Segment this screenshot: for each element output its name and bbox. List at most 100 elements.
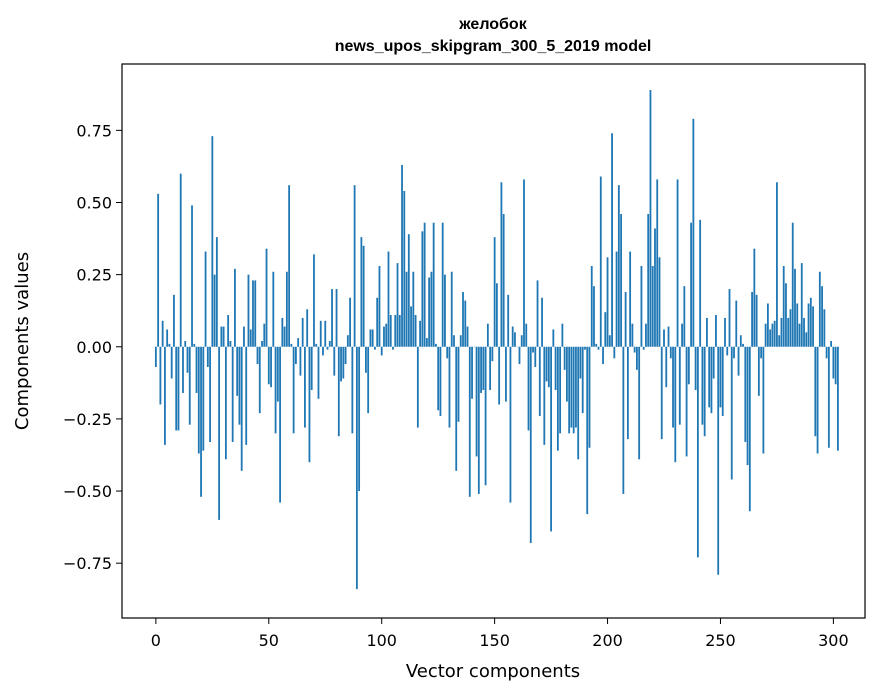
y-tick-label: 0.00 (76, 338, 112, 357)
bar-94 (367, 346, 370, 414)
chart-title: желобок (458, 16, 527, 33)
bar-78 (331, 289, 333, 347)
bar-24 (209, 346, 211, 442)
bar-223 (658, 257, 661, 347)
bar-147 (486, 323, 489, 347)
bar-271 (766, 303, 769, 347)
bar-82 (340, 346, 342, 382)
bar-266 (755, 294, 758, 347)
bar-33 (229, 341, 232, 347)
bar-184 (570, 346, 573, 428)
bar-32 (227, 315, 230, 347)
bar-221 (654, 228, 656, 347)
bar-268 (760, 346, 763, 359)
bar-67 (306, 309, 309, 347)
bar-257 (735, 300, 738, 347)
bar-134 (457, 346, 460, 422)
bar-296 (823, 309, 826, 347)
x-tick-label: 250 (705, 631, 736, 650)
bar-294 (818, 271, 821, 347)
bar-36 (236, 346, 239, 396)
bar-250 (719, 346, 722, 408)
bar-87 (351, 346, 354, 434)
bar-5 (166, 329, 169, 347)
bar-161 (518, 346, 521, 365)
bar-26 (213, 274, 216, 347)
bar-269 (762, 346, 765, 454)
bar-240 (696, 346, 699, 558)
bar-238 (692, 118, 695, 347)
bar-98 (376, 297, 379, 347)
bar-41 (247, 274, 250, 347)
bar-178 (556, 346, 559, 451)
bar-299 (830, 341, 833, 347)
bar-105 (392, 346, 394, 350)
bar-206 (620, 214, 622, 347)
bar-113 (410, 306, 412, 347)
bar-278 (782, 265, 785, 347)
bar-104 (389, 315, 392, 347)
bar-20 (200, 346, 202, 497)
bar-282 (791, 222, 794, 347)
bar-157 (509, 346, 512, 503)
bar-8 (173, 294, 175, 347)
bar-288 (805, 332, 808, 347)
bar-181 (563, 346, 566, 370)
bar-76 (326, 346, 329, 350)
bar-222 (656, 179, 659, 347)
bar-162 (520, 335, 523, 347)
bar-191 (586, 346, 589, 515)
bar-138 (466, 326, 469, 347)
bar-155 (505, 346, 507, 402)
bar-140 (471, 346, 473, 399)
bar-62 (294, 346, 297, 365)
bar-258 (737, 346, 740, 376)
bar-267 (757, 346, 760, 396)
bar-211 (631, 323, 634, 347)
bar-114 (412, 271, 415, 347)
bar-63 (297, 338, 300, 347)
bar-121 (428, 277, 431, 347)
bar-193 (590, 265, 593, 347)
bar-49 (265, 248, 268, 347)
bar-158 (511, 326, 514, 347)
bar-143 (477, 346, 480, 494)
bar-235 (685, 346, 688, 457)
bar-265 (753, 248, 756, 347)
bar-231 (676, 179, 679, 347)
bar-251 (721, 346, 724, 417)
bar-54 (276, 346, 279, 402)
bar-246 (710, 346, 713, 414)
x-tick-label: 50 (259, 631, 279, 650)
bar-298 (827, 346, 830, 448)
y-tick-label: −0.25 (63, 410, 112, 429)
bar-150 (493, 237, 496, 347)
bar-277 (780, 317, 783, 347)
bar-132 (453, 335, 455, 347)
bar-95 (369, 329, 372, 347)
bar-148 (489, 346, 492, 391)
x-tick-label: 100 (366, 631, 397, 650)
bar-68 (308, 346, 311, 463)
bar-176 (552, 329, 555, 347)
bar-291 (812, 306, 814, 347)
bar-219 (649, 89, 652, 347)
bar-93 (365, 346, 367, 373)
bar-3 (161, 320, 164, 347)
x-tick-label: 300 (818, 631, 849, 650)
bar-110 (403, 190, 406, 347)
bar-73 (319, 320, 322, 347)
bar-245 (708, 346, 711, 408)
plot-frame (121, 63, 866, 619)
bar-131 (450, 271, 453, 347)
bar-107 (396, 263, 399, 347)
bar-201 (608, 335, 611, 347)
bar-124 (435, 343, 437, 347)
bar-117 (419, 320, 422, 347)
bar-273 (771, 323, 774, 347)
bar-103 (387, 251, 390, 347)
bar-213 (636, 346, 638, 370)
bar-70 (313, 254, 315, 347)
bar-12 (182, 346, 184, 393)
bar-122 (430, 271, 433, 347)
